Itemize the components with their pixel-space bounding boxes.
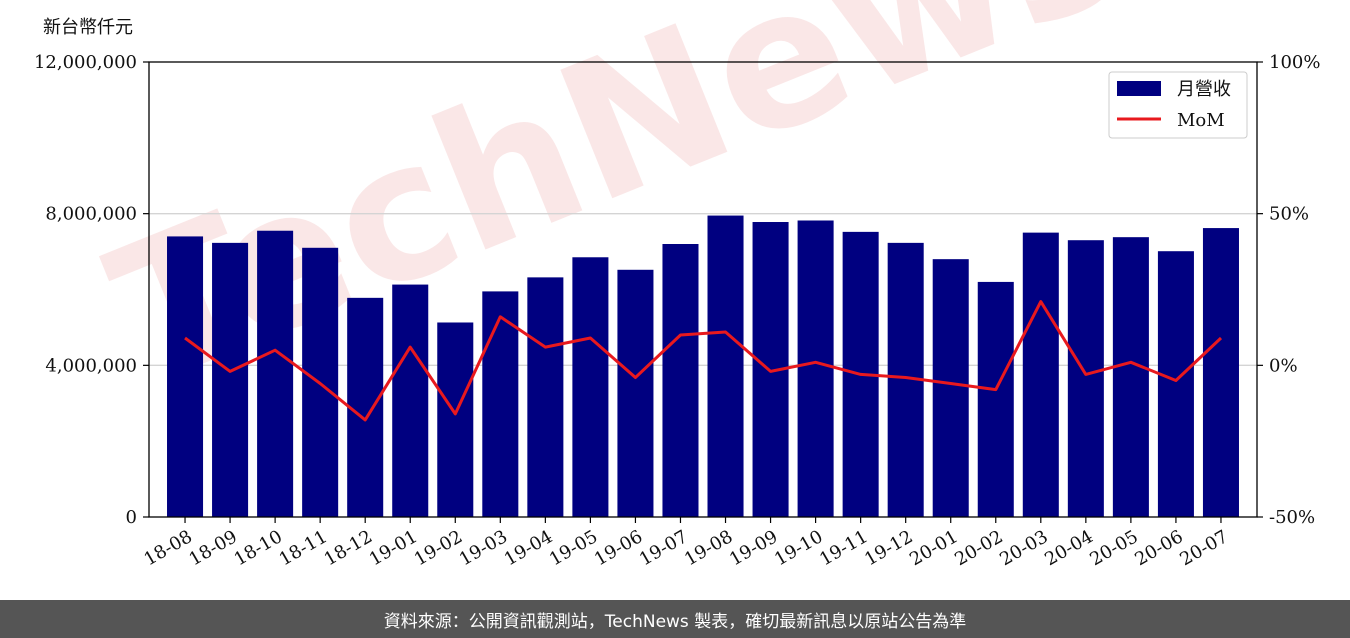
x-tick-label: 19-10: [771, 526, 826, 570]
y-left-tick-label: 4,000,000: [45, 355, 137, 376]
x-tick-label: 18-11: [276, 526, 331, 570]
mom-line-series: [184, 300, 1223, 422]
x-tick-label: 18-12: [321, 526, 376, 570]
y-right-axis: -50% 0% 50% 100%: [1257, 52, 1320, 528]
x-axis: 18-0818-0918-1018-1118-1219-0119-0219-03…: [140, 517, 1232, 570]
x-tick-label: 18-10: [231, 526, 286, 570]
x-tick-label: 19-06: [591, 526, 646, 570]
revenue-bar: [1112, 237, 1149, 518]
revenue-bar: [977, 281, 1014, 517]
x-tick-label: 19-07: [636, 526, 691, 570]
y-left-axis: 0 4,000,000 8,000,000 12,000,000: [34, 52, 149, 528]
revenue-bar: [1157, 251, 1194, 517]
x-tick-label: 19-08: [681, 526, 736, 570]
x-tick-label: 19-12: [861, 526, 916, 570]
y-left-unit-label: 新台幣仟元: [43, 17, 133, 38]
source-footer-text: 資料來源：公開資訊觀測站，TechNews 製表，確切最新訊息以原站公告為準: [383, 611, 967, 632]
x-tick-label: 20-06: [1131, 526, 1186, 570]
revenue-bar: [167, 236, 204, 517]
y-left-tick-label: 12,000,000: [34, 52, 137, 73]
y-right-tick-label: 0%: [1269, 355, 1298, 376]
revenue-bar: [572, 257, 609, 517]
x-tick-label: 20-07: [1176, 526, 1231, 570]
revenue-bar: [392, 284, 429, 517]
revenue-bar: [482, 291, 519, 517]
x-tick-label: 20-02: [951, 526, 1006, 570]
x-tick-label: 19-09: [726, 526, 781, 570]
revenue-bar: [257, 230, 294, 517]
x-tick-label: 19-01: [366, 526, 421, 570]
revenue-bar: [1202, 228, 1239, 517]
bars: [167, 215, 1239, 518]
y-left-tick-label: 8,000,000: [45, 204, 137, 225]
mom-line: [184, 300, 1223, 422]
legend-label-revenue: 月營收: [1177, 79, 1231, 100]
x-tick-label: 18-09: [186, 526, 241, 570]
revenue-bar: [617, 269, 654, 517]
revenue-bar: [212, 242, 249, 518]
revenue-bar: [437, 322, 474, 517]
revenue-bar: [662, 244, 699, 517]
y-right-tick-label: -50%: [1269, 507, 1315, 528]
x-tick-label: 20-03: [996, 526, 1051, 570]
revenue-bar: [527, 277, 564, 517]
x-tick-label: 19-03: [456, 526, 511, 570]
chart: TechNews 新台幣仟元 04,000,0008,000,00012,000…: [34, 0, 1321, 570]
legend-label-mom: MoM: [1177, 110, 1225, 131]
y-left-tick-label: 0: [126, 507, 137, 528]
revenue-bar: [797, 220, 834, 517]
plot-frame: [148, 61, 1258, 518]
x-tick-label: 20-01: [906, 526, 961, 570]
x-tick-label: 19-05: [546, 526, 601, 570]
revenue-bar: [707, 215, 744, 517]
y-right-tick-label: 50%: [1269, 204, 1309, 225]
x-tick-label: 20-05: [1086, 526, 1141, 570]
plot-area-border: [148, 61, 1258, 518]
y-right-tick-label: 100%: [1269, 52, 1320, 73]
x-tick-label: 19-11: [816, 526, 871, 570]
x-tick-label: 19-02: [411, 526, 466, 570]
x-tick-label: 20-04: [1041, 526, 1096, 570]
revenue-bar: [932, 259, 969, 517]
legend: 月營收 MoM: [1108, 71, 1248, 139]
revenue-bar: [347, 297, 384, 517]
revenue-bar: [1022, 232, 1059, 517]
x-tick-label: 19-04: [501, 526, 556, 570]
legend-swatch-revenue: [1117, 81, 1161, 96]
source-footer: 資料來源：公開資訊觀測站，TechNews 製表，確切最新訊息以原站公告為準: [0, 600, 1350, 638]
revenue-bar: [1067, 240, 1104, 518]
x-tick-label: 18-08: [140, 526, 195, 570]
